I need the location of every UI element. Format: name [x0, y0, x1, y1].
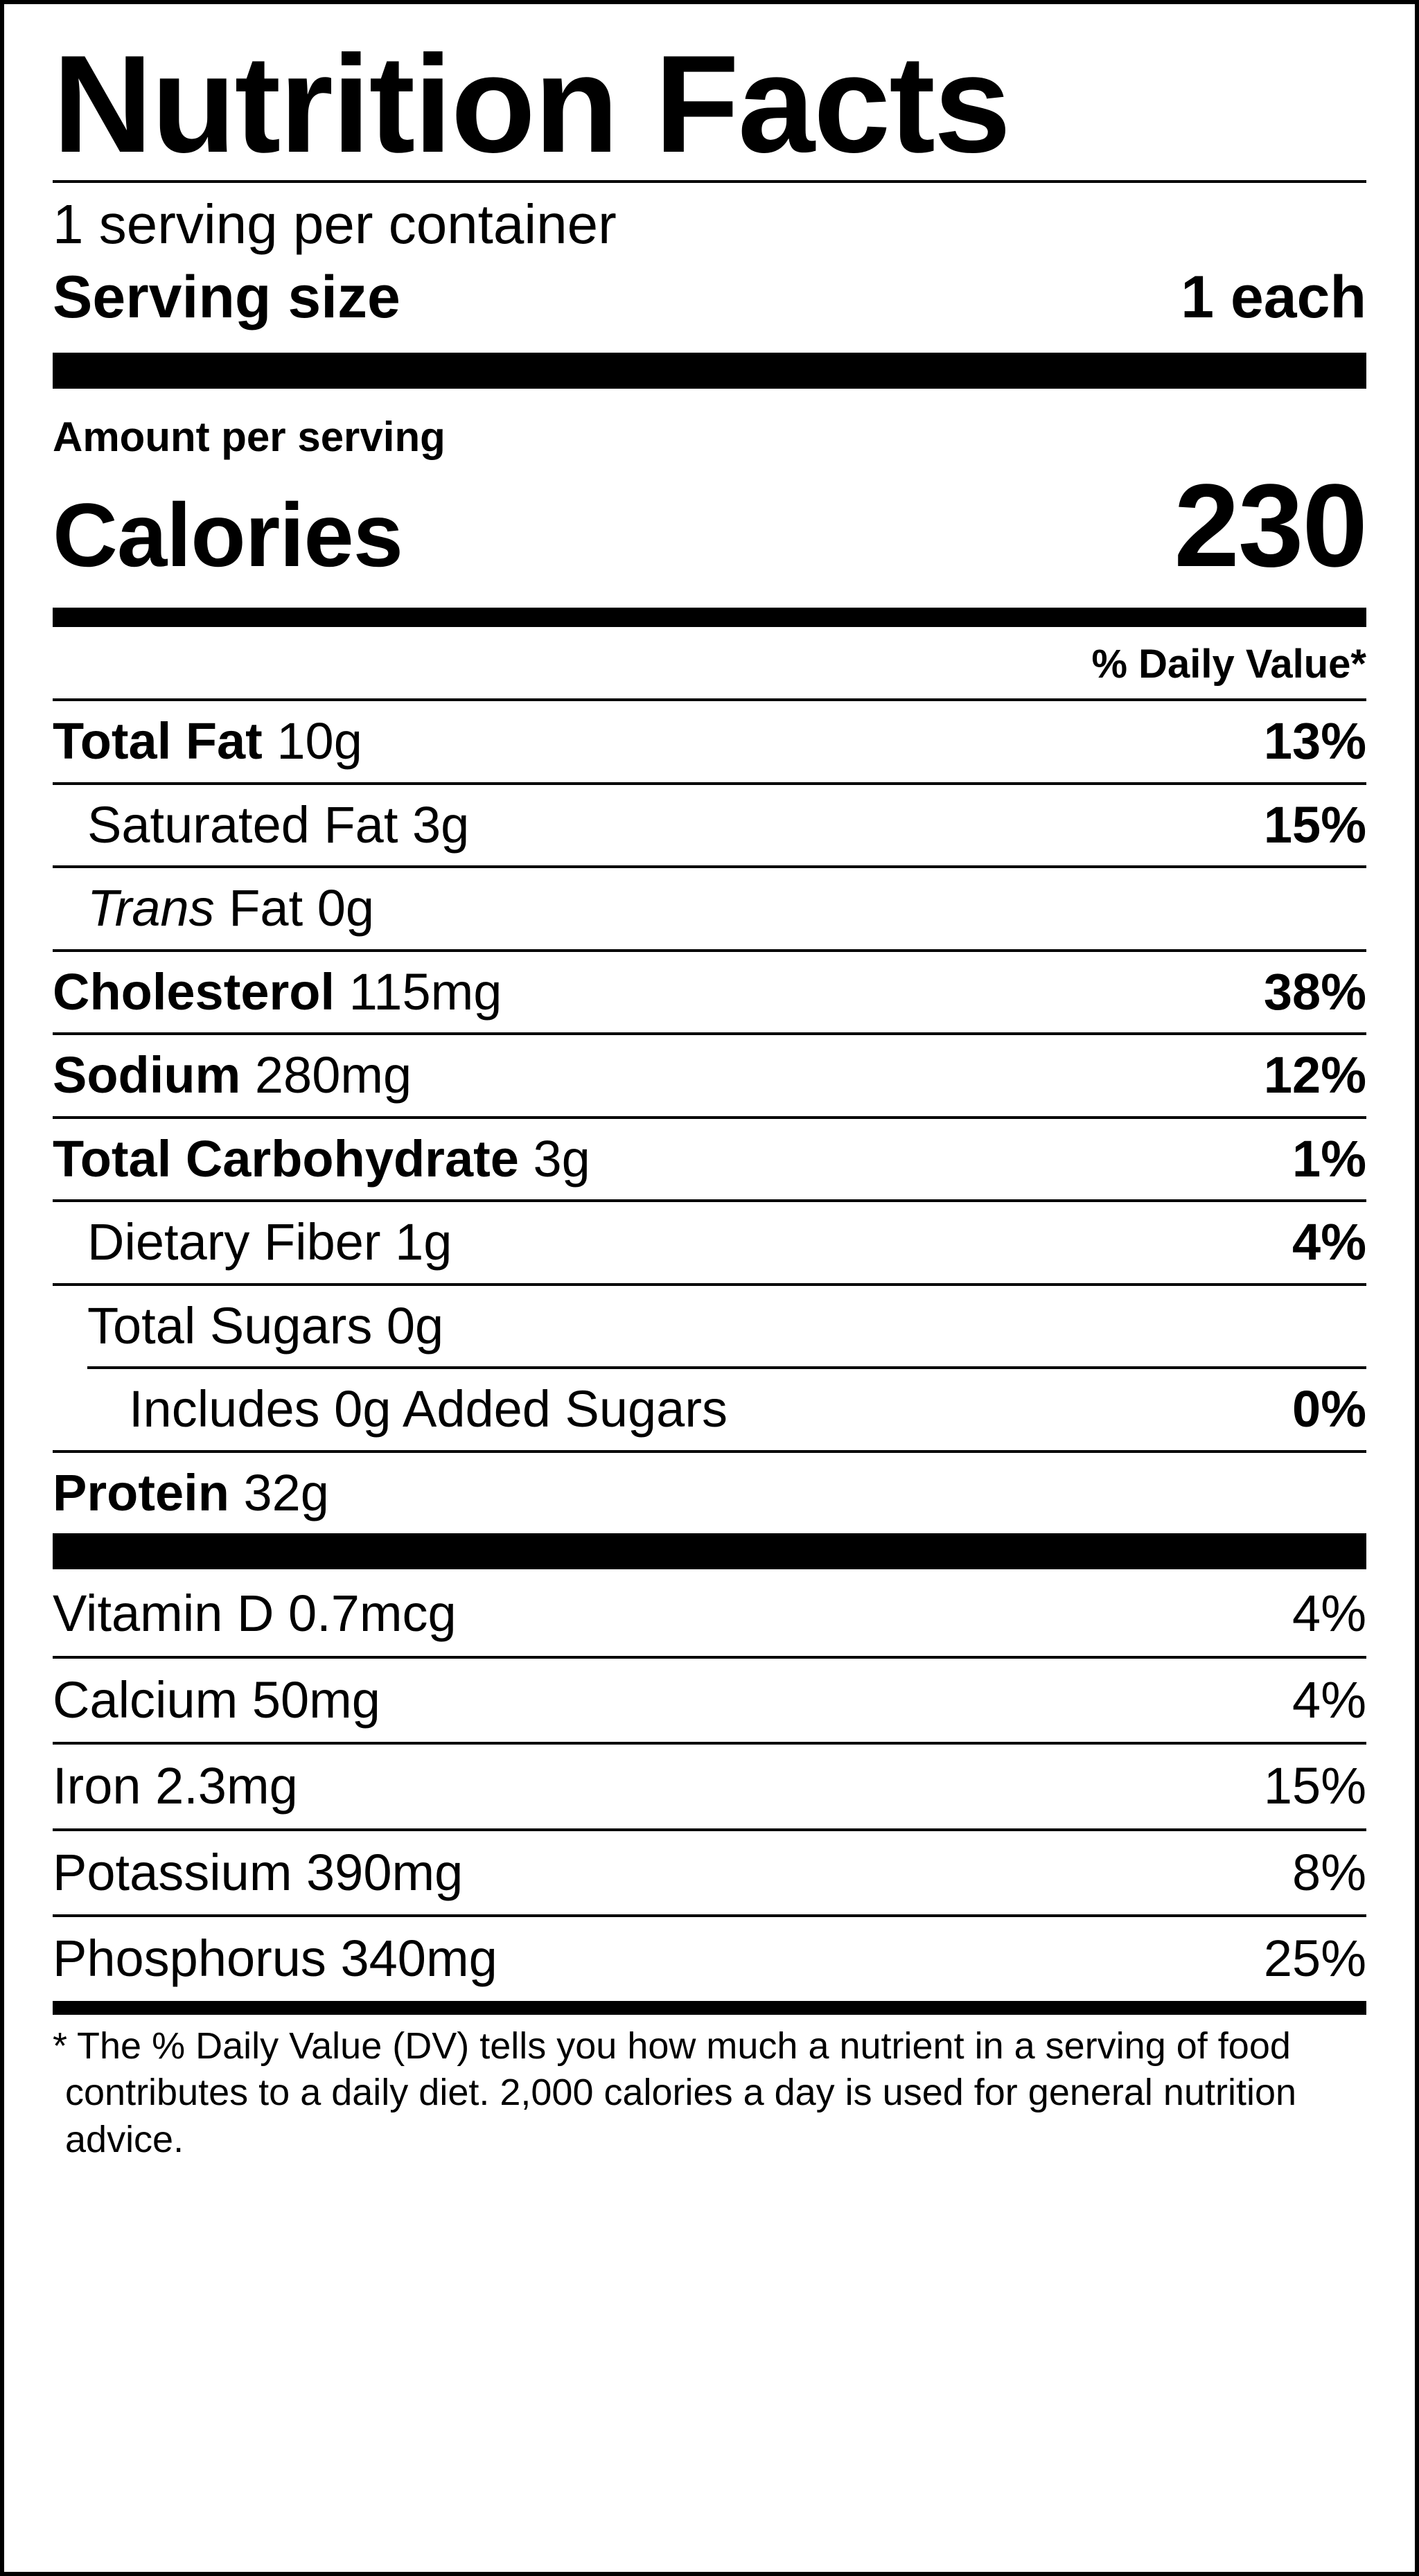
calories-row: Calories 230: [53, 458, 1366, 608]
serving-size-row: Serving size 1 each: [53, 262, 1366, 349]
fiber-dv: 4%: [1292, 1210, 1366, 1275]
serving-size-value: 1 each: [1181, 262, 1366, 333]
row-trans-fat: Trans Fat 0g: [53, 865, 1366, 949]
row-vitamin-1: Calcium 50mg 4%: [53, 1656, 1366, 1743]
serving-size-label: Serving size: [53, 262, 400, 333]
row-sodium: Sodium 280mg 12%: [53, 1032, 1366, 1116]
row-protein: Protein 32g: [53, 1450, 1366, 1534]
medium-bar: [53, 608, 1366, 627]
total-carb-label: Total Carbohydrate: [53, 1130, 519, 1188]
cholesterol-label: Cholesterol: [53, 963, 335, 1021]
vitamin-4-dv: 25%: [1264, 1927, 1366, 1991]
thin-bar-bottom: [53, 2001, 1366, 2015]
total-fat-dv: 13%: [1264, 709, 1366, 774]
row-added-sugars: Includes 0g Added Sugars 0%: [87, 1366, 1366, 1450]
trans-prefix: Trans: [87, 879, 215, 937]
vitamin-2-dv: 15%: [1264, 1754, 1366, 1819]
row-total-sugars: Total Sugars 0g: [53, 1283, 1366, 1367]
sat-fat-label: Saturated Fat: [87, 796, 398, 854]
vitamin-2-text: Iron 2.3mg: [53, 1754, 298, 1819]
daily-value-heading: % Daily Value*: [53, 627, 1366, 698]
row-vitamin-2: Iron 2.3mg 15%: [53, 1742, 1366, 1828]
amount-per-serving: Amount per serving: [53, 389, 1366, 458]
row-cholesterol: Cholesterol 115mg 38%: [53, 949, 1366, 1033]
vitamin-1-text: Calcium 50mg: [53, 1668, 380, 1733]
vitamin-0-text: Vitamin D 0.7mcg: [53, 1582, 457, 1646]
row-vitamin-0: Vitamin D 0.7mcg 4%: [53, 1569, 1366, 1656]
nutrition-facts-label: Nutrition Facts 1 serving per container …: [0, 0, 1419, 2576]
protein-amount: 32g: [243, 1464, 328, 1521]
sodium-dv: 12%: [1264, 1043, 1366, 1108]
vitamin-0-dv: 4%: [1292, 1582, 1366, 1646]
thick-bar-2: [53, 1533, 1366, 1569]
total-carb-amount: 3g: [534, 1130, 590, 1188]
vitamin-1-dv: 4%: [1292, 1668, 1366, 1733]
total-fat-amount: 10g: [276, 712, 362, 770]
fiber-amount: 1g: [395, 1213, 452, 1271]
row-vitamin-3: Potassium 390mg 8%: [53, 1828, 1366, 1915]
sodium-amount: 280mg: [255, 1046, 412, 1104]
servings-per-container: 1 serving per container: [53, 183, 1366, 262]
trans-suffix: Fat 0g: [215, 879, 374, 937]
row-total-fat: Total Fat 10g 13%: [53, 698, 1366, 782]
row-sat-fat: Saturated Fat 3g 15%: [53, 782, 1366, 866]
total-fat-label: Total Fat: [53, 712, 263, 770]
row-fiber: Dietary Fiber 1g 4%: [53, 1199, 1366, 1283]
row-vitamin-4: Phosphorus 340mg 25%: [53, 1914, 1366, 2001]
row-total-carb: Total Carbohydrate 3g 1%: [53, 1116, 1366, 1200]
cholesterol-amount: 115mg: [349, 963, 502, 1021]
vitamin-4-text: Phosphorus 340mg: [53, 1927, 497, 1991]
sodium-label: Sodium: [53, 1046, 240, 1104]
added-sugars-text: Includes 0g Added Sugars: [87, 1377, 728, 1442]
total-sugars-text: Total Sugars 0g: [53, 1294, 443, 1359]
footnote: * The % Daily Value (DV) tells you how m…: [53, 2015, 1366, 2164]
vitamin-3-dv: 8%: [1292, 1841, 1366, 1905]
fiber-label: Dietary Fiber: [87, 1213, 381, 1271]
title: Nutrition Facts: [53, 32, 1366, 177]
protein-label: Protein: [53, 1464, 229, 1521]
calories-label: Calories: [53, 483, 403, 587]
added-sugars-dv: 0%: [1292, 1377, 1366, 1442]
total-carb-dv: 1%: [1292, 1127, 1366, 1192]
calories-value: 230: [1174, 458, 1366, 594]
sat-fat-amount: 3g: [412, 796, 469, 854]
cholesterol-dv: 38%: [1264, 960, 1366, 1025]
sat-fat-dv: 15%: [1264, 793, 1366, 858]
thick-bar-1: [53, 353, 1366, 389]
vitamin-3-text: Potassium 390mg: [53, 1841, 463, 1905]
